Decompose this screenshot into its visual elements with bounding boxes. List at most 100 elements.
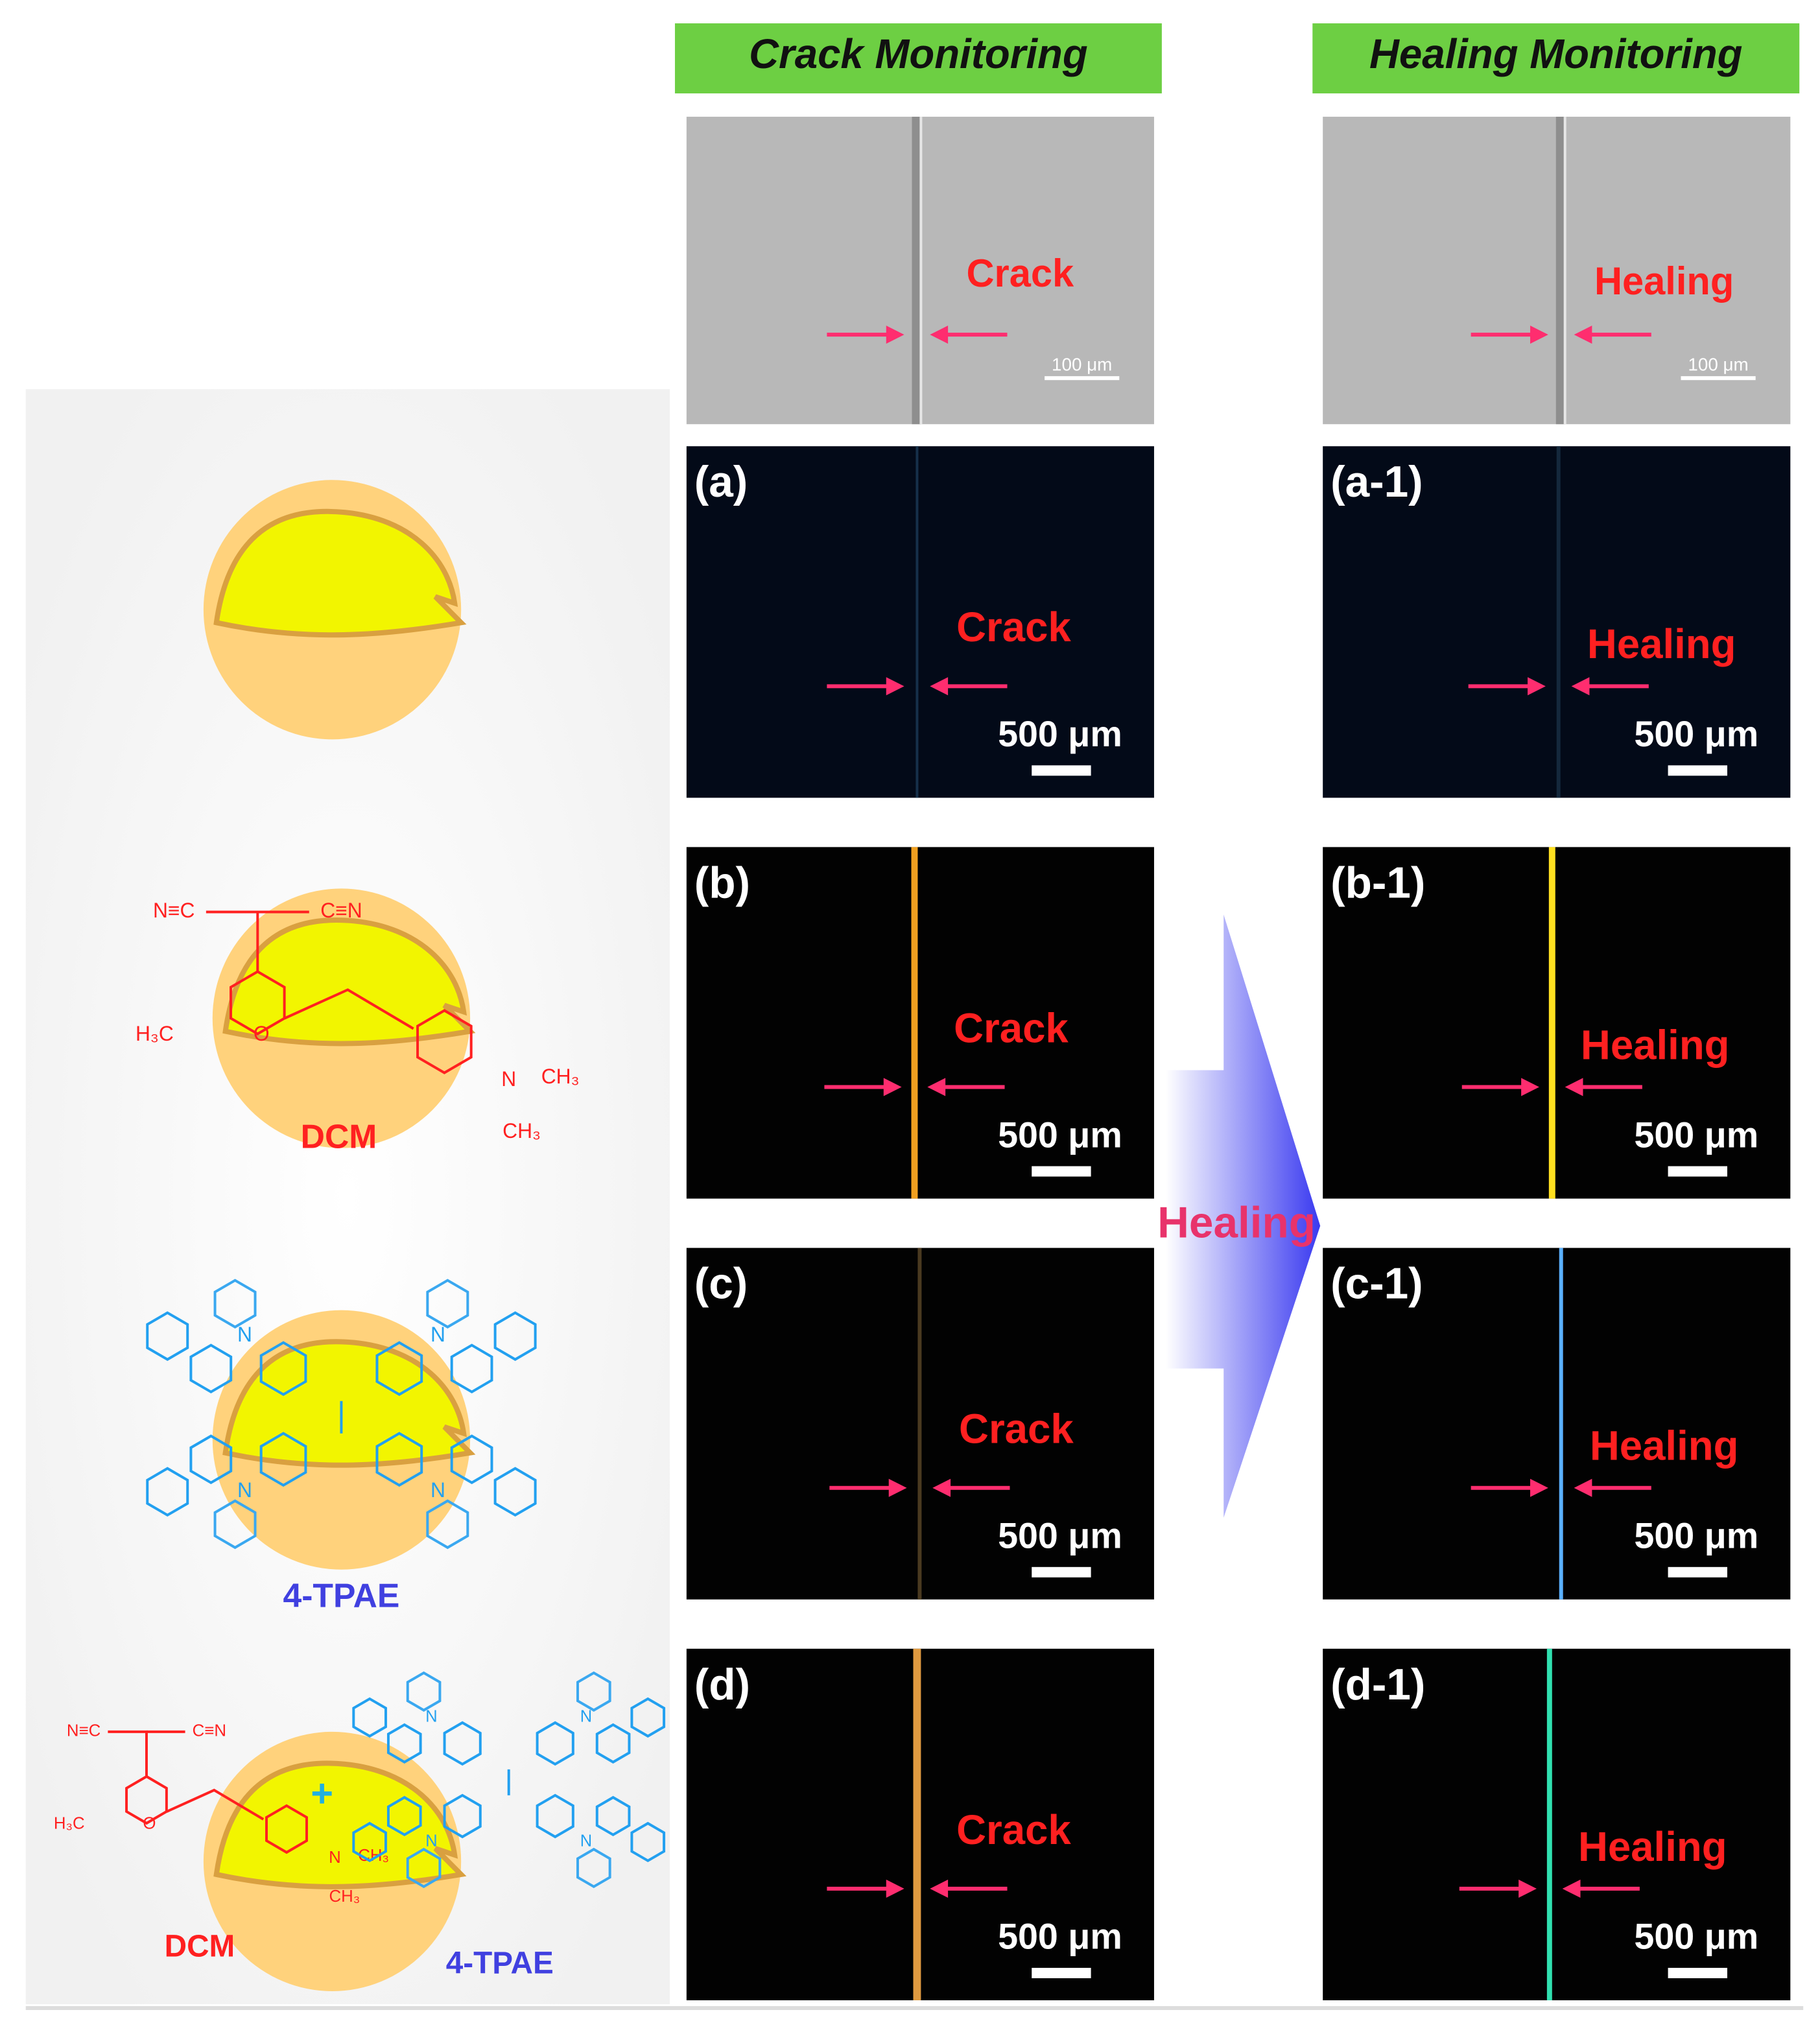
crack-label: Healing: [1587, 621, 1736, 667]
pointer-head: [886, 325, 904, 344]
benzene-ring: [416, 1009, 473, 1074]
crack-edge: [919, 117, 923, 425]
plus-sign: +: [311, 1772, 333, 1815]
benzene-ring: [536, 1721, 574, 1766]
pointer-head: [1521, 1078, 1539, 1096]
scale-bar: [1032, 765, 1091, 776]
benzene-ring: [189, 1434, 233, 1485]
pointer-head: [883, 1078, 902, 1096]
scale-bar: [1032, 1166, 1091, 1177]
arrow-label: Healing: [1157, 1198, 1316, 1247]
pointer-head: [886, 677, 904, 696]
benzene-ring: [493, 1467, 537, 1517]
molecule-name: 4-TPAE: [446, 1946, 554, 1981]
scale-text: 500 μm: [1634, 1114, 1758, 1155]
chem-label: N: [237, 1323, 252, 1346]
benzene-ring: [426, 1279, 469, 1329]
crack-edge: [1563, 117, 1566, 425]
crack-line: [912, 117, 921, 425]
fluorescence-image: [1323, 847, 1791, 1199]
crack-glow: [1546, 1648, 1552, 2000]
scale-text: 500 μm: [998, 1114, 1122, 1155]
healing-arrow: [1165, 914, 1321, 1518]
benzene-ring: [630, 1697, 666, 1738]
bond: [284, 988, 414, 1030]
panel-id: (c): [694, 1259, 748, 1308]
sem-label: Healing: [1594, 259, 1734, 303]
header-title: Healing Monitoring: [1369, 30, 1742, 77]
scale-bar: [1032, 1567, 1091, 1578]
scale-text: 500 μm: [998, 1515, 1122, 1555]
crack-glow: [1559, 1248, 1563, 1600]
scale-text: 500 μm: [998, 713, 1122, 754]
benzene-ring: [450, 1343, 493, 1393]
pointer-head: [930, 1879, 949, 1898]
scale-text: 500 μm: [1634, 713, 1758, 754]
scale-bar: [1668, 1567, 1727, 1578]
chem-label: N: [329, 1849, 341, 1867]
chem-label: N: [580, 1708, 592, 1726]
chem-label: N≡C: [67, 1722, 100, 1740]
chem-label: N: [580, 1832, 592, 1851]
pointer-head: [886, 1879, 904, 1898]
crack-glow: [913, 1648, 921, 2000]
pointer-head: [1571, 677, 1590, 696]
header-box: [674, 23, 1162, 94]
benzene-ring: [375, 1341, 423, 1396]
benzene-ring: [576, 1671, 611, 1712]
chem-label: N≡C: [153, 899, 195, 922]
fluorescence-image: [686, 847, 1154, 1199]
panel-id: (b-1): [1330, 858, 1425, 907]
scale-text: 100 μm: [1688, 354, 1748, 374]
scale-text: 500 μm: [1634, 1515, 1758, 1555]
crack-label: Crack: [954, 1004, 1069, 1051]
benzene-ring: [352, 1697, 387, 1738]
pointer-head: [1530, 1478, 1548, 1497]
pointer-head: [932, 1478, 951, 1497]
benzene-ring: [146, 1311, 189, 1361]
benzene-ring: [493, 1311, 537, 1361]
pointer-head: [888, 1478, 907, 1497]
pointer-head: [930, 677, 949, 696]
chem-label: N: [425, 1832, 437, 1851]
capsule-core: [213, 1760, 467, 1889]
crack-label: Healing: [1578, 1823, 1727, 1870]
fluorescence-image: [686, 446, 1154, 798]
benzene-ring: [443, 1793, 482, 1839]
scale-text: 100 μm: [1052, 354, 1112, 374]
molecule-name: DCM: [301, 1117, 377, 1155]
scale-bar: [1681, 376, 1756, 381]
benzene-ring: [595, 1723, 631, 1764]
crack-label: Crack: [956, 1806, 1071, 1853]
benzene-ring: [443, 1721, 482, 1766]
benzene-ring: [125, 1775, 168, 1825]
chem-label: N: [425, 1708, 437, 1726]
panel-id: (b): [694, 858, 750, 907]
benzene-ring: [386, 1795, 422, 1837]
schematics: N≡C C≡N H₃C O N CH₃ CH₃ DCM N N N N 4-TPAE N≡C C≡N H₃C O…: [54, 480, 666, 1991]
molecule-name: 4-TPAE: [283, 1576, 400, 1614]
scale-bar: [1668, 765, 1727, 776]
panel-id: (d): [694, 1661, 750, 1709]
chem-label: CH₃: [502, 1119, 541, 1142]
crack-glow: [911, 847, 918, 1199]
scale-bar: [1045, 376, 1120, 381]
pointer-head: [1519, 1879, 1537, 1898]
scale-bar: [1032, 1967, 1091, 1978]
panel-id: (c-1): [1330, 1259, 1423, 1308]
chem-label: N: [431, 1323, 445, 1346]
benzene-ring: [576, 1847, 611, 1889]
pointer-head: [1528, 677, 1546, 696]
pointer-head: [930, 325, 949, 344]
crack-label: Healing: [1590, 1422, 1739, 1469]
crack-glow: [917, 1248, 922, 1600]
benzene-ring: [146, 1467, 189, 1517]
scale-bar: [1668, 1166, 1727, 1177]
chem-label: N: [431, 1478, 445, 1502]
benzene-ring: [450, 1434, 493, 1485]
pointer-head: [1565, 1078, 1583, 1096]
crack-label: Crack: [956, 604, 1071, 650]
chem-label: CH₃: [541, 1065, 580, 1088]
benzene-ring: [375, 1432, 423, 1487]
